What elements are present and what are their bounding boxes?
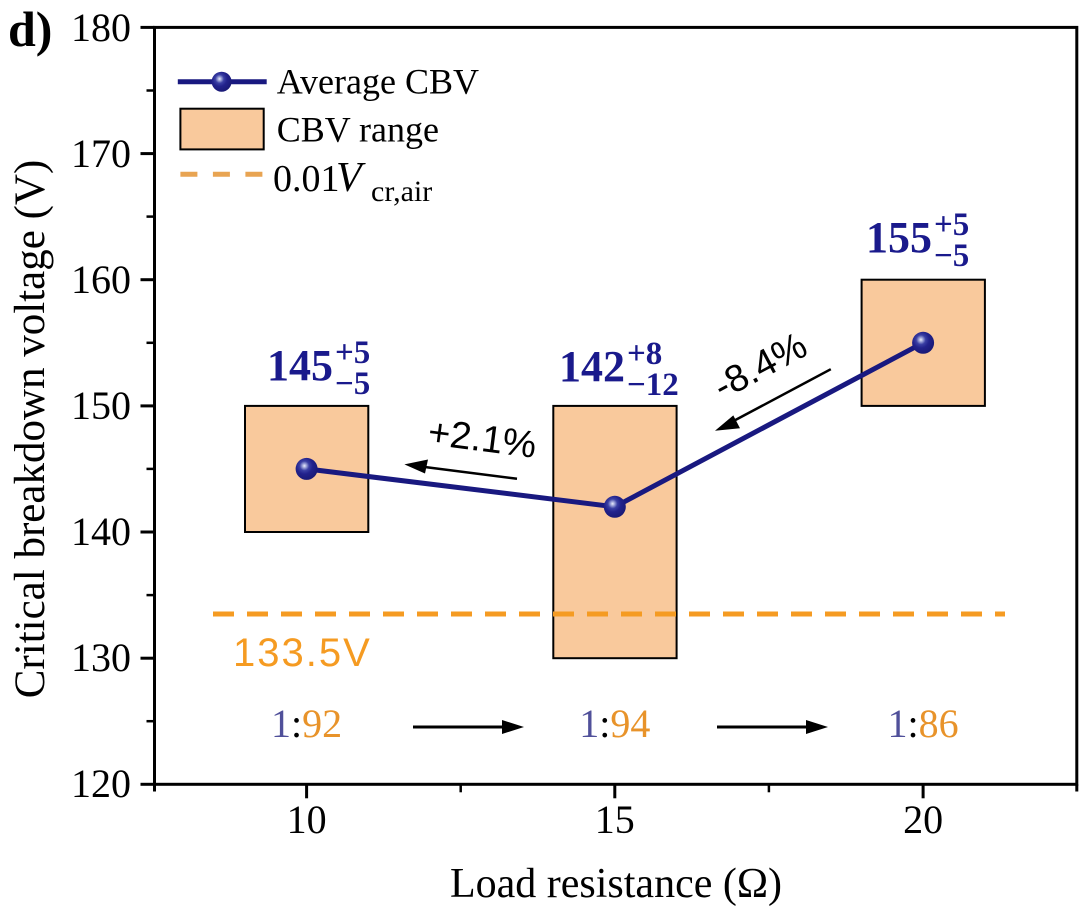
svg-text:140: 140 (71, 509, 131, 554)
svg-text:20: 20 (903, 797, 943, 842)
svg-text:120: 120 (71, 761, 131, 806)
svg-text:V: V (336, 155, 366, 201)
svg-text:133.5V: 133.5V (233, 631, 372, 675)
svg-text:142: 142 (559, 342, 625, 391)
svg-text:Load resistance (Ω): Load resistance (Ω) (450, 861, 782, 907)
svg-text:150: 150 (71, 383, 131, 428)
svg-text:+8: +8 (627, 336, 662, 372)
svg-text:+5: +5 (934, 207, 969, 243)
svg-text:Critical breakdown voltage (V): Critical breakdown voltage (V) (7, 160, 54, 699)
svg-text:0.01: 0.01 (273, 158, 340, 200)
svg-text:1:86: 1:86 (888, 701, 959, 746)
svg-text:CBV range: CBV range (277, 110, 439, 150)
svg-text:170: 170 (71, 131, 131, 176)
svg-text:130: 130 (71, 635, 131, 680)
svg-text:−5: −5 (934, 238, 969, 274)
svg-text:1:94: 1:94 (579, 701, 650, 746)
svg-text:+2.1%: +2.1% (426, 411, 539, 466)
svg-text:10: 10 (287, 797, 327, 842)
svg-text:1:92: 1:92 (271, 701, 342, 746)
svg-text:−12: −12 (627, 367, 679, 403)
svg-text:145: 145 (267, 341, 333, 390)
svg-text:155: 155 (866, 213, 932, 262)
svg-text:+5: +5 (335, 335, 370, 371)
svg-text:160: 160 (71, 257, 131, 302)
svg-text:cr,air: cr,air (371, 175, 432, 208)
svg-text:-8.4%: -8.4% (707, 325, 814, 409)
svg-text:Average CBV: Average CBV (277, 62, 479, 102)
svg-text:−5: −5 (335, 366, 370, 402)
svg-text:180: 180 (71, 5, 131, 50)
svg-text:15: 15 (595, 797, 635, 842)
svg-text:d): d) (8, 1, 52, 57)
